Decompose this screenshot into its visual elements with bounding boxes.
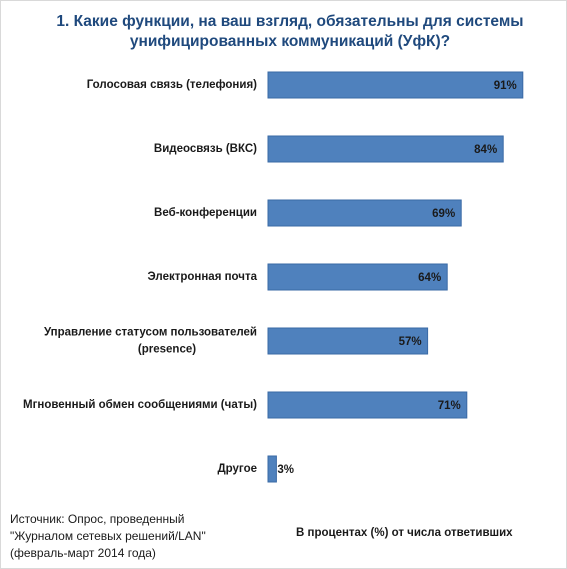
bar [267, 71, 524, 99]
category-label: Голосовая связь (телефония) [87, 79, 257, 91]
data-label: 71% [438, 400, 461, 412]
chart-title: 1. Какие функции, на ваш взгляд, обязате… [30, 12, 550, 52]
category-label: Управление статусом пользователей [44, 327, 257, 339]
data-label: 57% [399, 336, 422, 348]
source-line: "Журналом сетевых решений/LAN" [10, 529, 206, 543]
chart-title-line: унифицированных коммуникаций (УфК)? [129, 33, 451, 50]
data-label: 91% [494, 80, 517, 92]
category-label: Видеосвязь (ВКС) [154, 143, 257, 155]
category-label: Электронная почта [148, 271, 258, 283]
source-line: Источник: Опрос, проведенный [10, 512, 185, 526]
data-label: 3% [277, 464, 294, 476]
bar [267, 199, 462, 227]
data-label: 64% [418, 272, 441, 284]
category-label: (presence) [138, 344, 196, 356]
unit-note: В процентах (%) от числа ответивших [296, 527, 513, 539]
bar [267, 263, 448, 291]
source-note: Источник: Опрос, проведенный "Журналом с… [10, 511, 270, 562]
bar [267, 327, 429, 355]
source-line: (февраль-март 2014 года) [10, 546, 156, 560]
bar [267, 455, 277, 483]
data-label: 84% [474, 144, 497, 156]
chart-title-line: 1. Какие функции, на ваш взгляд, обязате… [56, 13, 524, 30]
bar [267, 135, 504, 163]
bar [267, 391, 468, 419]
category-label: Мгновенный обмен сообщениями (чаты) [23, 399, 257, 411]
category-label: Веб-конференции [154, 207, 257, 219]
data-label: 69% [432, 208, 455, 220]
category-label: Другое [217, 463, 257, 475]
